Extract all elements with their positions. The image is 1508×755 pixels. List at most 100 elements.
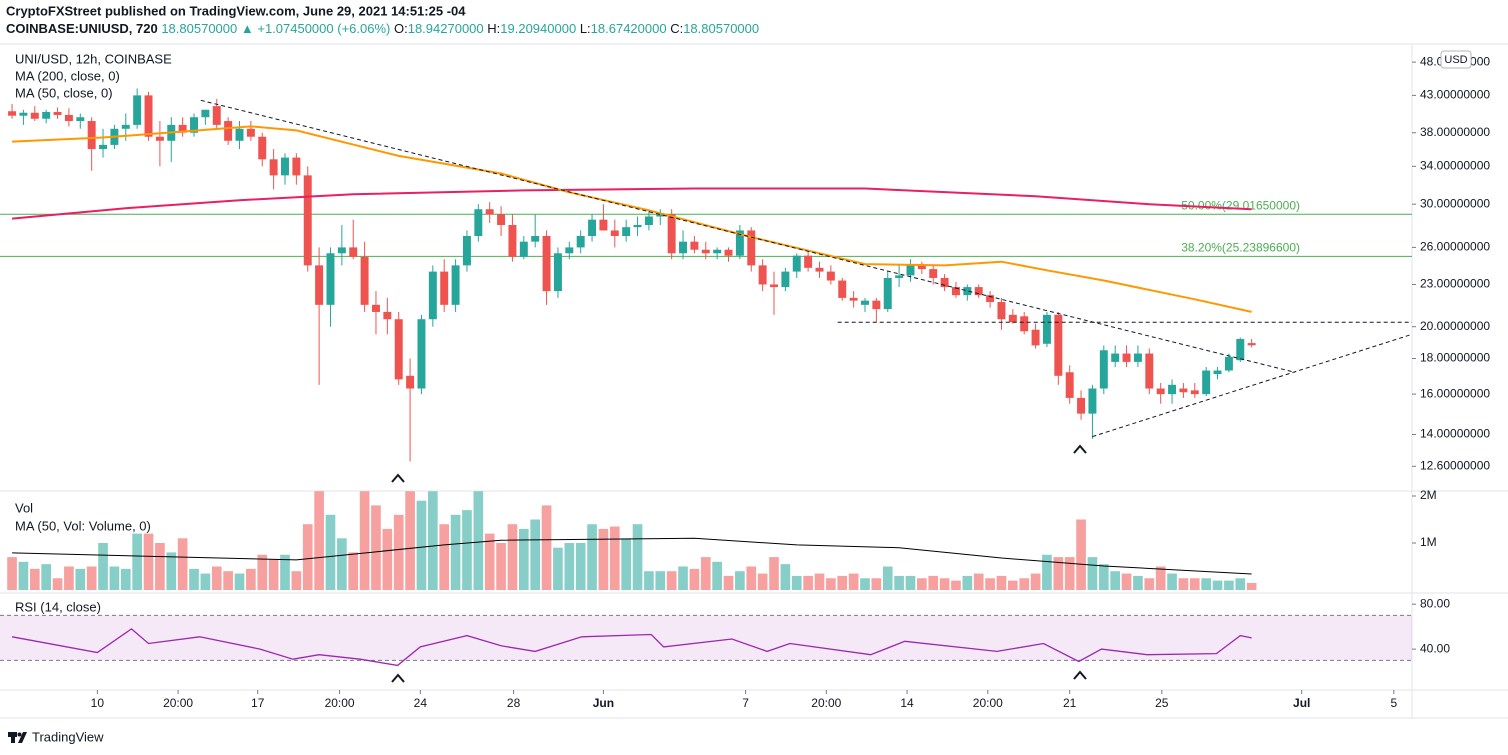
x-tick-label: 28 [507, 696, 521, 710]
volume-bar [609, 526, 620, 590]
volume-bar [1224, 580, 1234, 590]
volume-bar [848, 573, 859, 590]
candle-body [383, 311, 392, 320]
candle-body [644, 216, 653, 226]
publisher-line: CryptoFXStreet published on TradingView.… [6, 3, 466, 18]
y-tick-label: 18.00000000 [1420, 351, 1490, 365]
volume-bar [200, 573, 211, 590]
y-tick-label: 14.00000000 [1420, 427, 1490, 441]
volume-bar [996, 575, 1007, 590]
volume-bar [132, 533, 142, 590]
volume-bar [769, 557, 779, 590]
candle-body [997, 302, 1006, 320]
candle-body [87, 121, 96, 150]
candle-body [1099, 350, 1108, 389]
x-tick-label: 24 [414, 696, 428, 710]
y-tick-label: 16.00000000 [1420, 386, 1490, 400]
candle-body [1122, 353, 1131, 362]
overlay: UNI/USD, 12h, COINBASE MA (200, close, 0… [8, 51, 1087, 744]
volume-bar [1064, 557, 1075, 590]
volume-bar [917, 578, 927, 590]
fib-label: 50.00%(29.01650000) [1181, 198, 1300, 212]
candle-body [349, 247, 358, 257]
candle-body [883, 277, 892, 310]
volume-bar [484, 533, 495, 590]
volume-bar [803, 575, 813, 590]
candle-body [553, 253, 562, 292]
volume-bar [518, 528, 529, 590]
candle-body [269, 159, 278, 176]
candle-body [19, 112, 28, 116]
candle-body [826, 271, 835, 281]
volume-bar [962, 575, 973, 590]
candle-body [747, 230, 756, 266]
candle-body [1042, 314, 1051, 344]
currency-box [1440, 50, 1472, 69]
volume-bar [1167, 573, 1177, 590]
x-tick-label: 5 [1390, 696, 1397, 710]
candle-body [758, 265, 767, 285]
y-tick-label: 20.00000000 [1420, 319, 1490, 333]
candle-body [610, 230, 619, 237]
y-tick-label: 80.00 [1420, 596, 1450, 610]
logo-part [8, 732, 17, 737]
y-tick-label: 38.00000000 [1420, 125, 1490, 139]
volume-bar [450, 514, 461, 590]
y-tick-label: 23.00000000 [1420, 277, 1490, 291]
candle-body [633, 225, 642, 228]
x-tick-label: Jul [1293, 696, 1310, 710]
ohlc-label: L: [580, 21, 591, 36]
quote-line: COINBASE:UNIUSD, 720 18.80570000 ▲ +1.07… [6, 21, 759, 36]
rsi-line [11, 628, 1252, 667]
fib-label: 38.20%(25.23896600) [1181, 241, 1300, 255]
candle-body [303, 175, 312, 266]
volume-bar [712, 561, 722, 590]
candle-body [1179, 388, 1188, 393]
symbol: COINBASE:UNIUSD, 720 [6, 21, 158, 36]
candle-body [531, 236, 540, 242]
candle-body [701, 249, 710, 254]
volume-bar [1053, 557, 1064, 590]
volume-bar [632, 524, 643, 590]
candle-body [1247, 343, 1256, 346]
volume-bar [302, 524, 313, 590]
candle-body [576, 236, 585, 248]
volume-ma [12, 537, 1252, 575]
candle-body [30, 112, 39, 119]
candle-body [951, 287, 960, 296]
footer-logo [8, 732, 27, 743]
candle-body [451, 265, 460, 305]
candle-body [190, 117, 198, 133]
candle-body [64, 114, 73, 122]
volume-bar [655, 571, 666, 590]
candle-body [53, 111, 62, 115]
volume-bar [18, 561, 29, 590]
candle-body [99, 144, 108, 150]
candle-body [656, 214, 665, 217]
candle-body [588, 219, 597, 237]
candle-body [792, 255, 801, 272]
candle-body [1088, 388, 1097, 414]
candle-body [474, 209, 483, 237]
volume-bar [905, 575, 916, 590]
volume-bar [246, 568, 256, 590]
caret-marker [1073, 444, 1087, 454]
candle-body [929, 269, 938, 278]
volume-bar [177, 538, 188, 590]
x-tick-label: 7 [742, 696, 749, 710]
moving-average [12, 125, 1252, 313]
ohlc-label: H: [487, 21, 500, 36]
candle-body [1168, 384, 1177, 395]
candle-body [428, 271, 437, 320]
volume-bar [189, 568, 199, 590]
caret-marker [391, 673, 405, 683]
volume-bar [598, 528, 609, 590]
candle-body [974, 287, 983, 296]
volume-bar [882, 566, 893, 590]
plot-layer: 48.0000000043.0000000038.0000000034.0000… [0, 50, 1490, 710]
candle-body [838, 280, 847, 298]
candle-body [178, 124, 187, 133]
candle-body [861, 300, 869, 305]
candle-body [690, 241, 699, 250]
x-tick-label: 10 [91, 696, 105, 710]
